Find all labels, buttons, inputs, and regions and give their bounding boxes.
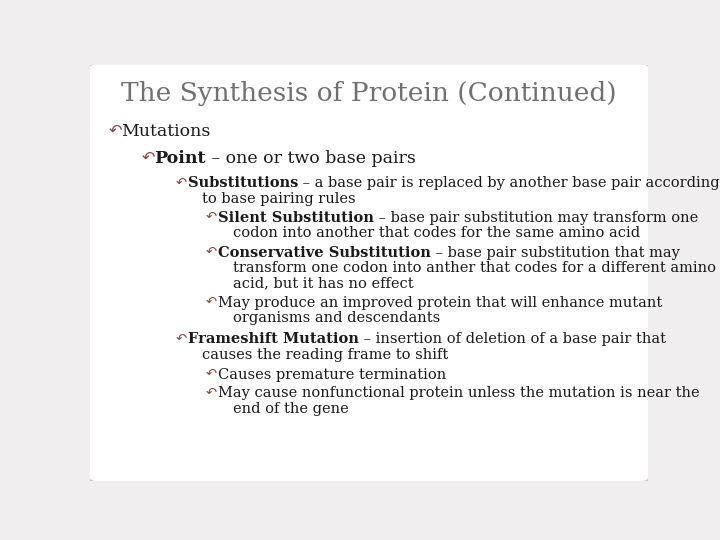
Text: May produce an improved protein that will enhance mutant: May produce an improved protein that wil… <box>218 295 662 309</box>
Text: Point: Point <box>154 150 206 167</box>
Text: ↶: ↶ <box>206 211 217 224</box>
Text: Silent Substitution: Silent Substitution <box>218 211 374 225</box>
Text: – base pair substitution may transform one: – base pair substitution may transform o… <box>374 211 698 225</box>
Text: May cause nonfunctional protein unless the mutation is near the: May cause nonfunctional protein unless t… <box>218 386 700 400</box>
Text: to base pairing rules: to base pairing rules <box>202 192 355 206</box>
Text: – insertion of deletion of a base pair that: – insertion of deletion of a base pair t… <box>359 332 665 346</box>
Text: causes the reading frame to shift: causes the reading frame to shift <box>202 348 448 362</box>
Text: Frameshift Mutation: Frameshift Mutation <box>188 332 359 346</box>
Text: ↶: ↶ <box>142 151 156 166</box>
Text: – one or two base pairs: – one or two base pairs <box>206 150 415 167</box>
Text: Causes premature termination: Causes premature termination <box>218 368 446 382</box>
Text: end of the gene: end of the gene <box>233 402 348 416</box>
FancyBboxPatch shape <box>89 64 649 482</box>
Text: ↶: ↶ <box>206 296 217 309</box>
Text: ↶: ↶ <box>176 177 186 190</box>
Text: The Synthesis of Protein (Continued): The Synthesis of Protein (Continued) <box>121 82 616 106</box>
Text: ↶: ↶ <box>206 387 217 400</box>
Text: Substitutions: Substitutions <box>188 176 298 190</box>
Text: ↶: ↶ <box>176 333 186 346</box>
Text: Mutations: Mutations <box>121 123 210 140</box>
Text: Conservative Substitution: Conservative Substitution <box>218 246 431 260</box>
Text: codon into another that codes for the same amino acid: codon into another that codes for the sa… <box>233 226 640 240</box>
Text: ↶: ↶ <box>206 368 217 381</box>
Text: – a base pair is replaced by another base pair according: – a base pair is replaced by another bas… <box>298 176 720 190</box>
Text: ↶: ↶ <box>206 246 217 259</box>
Text: – base pair substitution that may: – base pair substitution that may <box>431 246 680 260</box>
Text: transform one codon into anther that codes for a different amino: transform one codon into anther that cod… <box>233 261 716 275</box>
Text: ↶: ↶ <box>109 124 122 139</box>
Text: acid, but it has no effect: acid, but it has no effect <box>233 276 413 291</box>
Text: organisms and descendants: organisms and descendants <box>233 311 440 325</box>
